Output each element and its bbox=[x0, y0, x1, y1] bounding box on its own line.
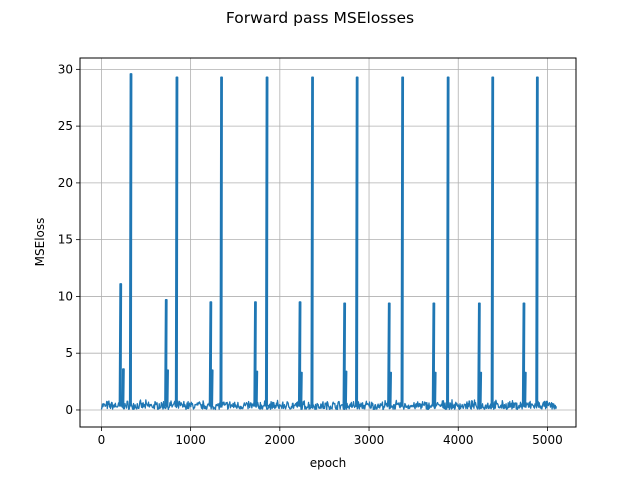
x-axis-ticks: 0 1000 2000 3000 4000 5000 bbox=[98, 427, 563, 447]
loss-spike bbox=[535, 76, 539, 407]
x-tick-label: 0 bbox=[98, 433, 106, 447]
loss-spike bbox=[388, 371, 393, 407]
y-tick-label: 20 bbox=[58, 176, 73, 190]
x-tick-label: 3000 bbox=[354, 433, 385, 447]
loss-spike bbox=[431, 302, 436, 407]
loss-spike bbox=[210, 369, 214, 407]
loss-spike bbox=[387, 302, 391, 407]
x-tick-label: 2000 bbox=[265, 433, 296, 447]
loss-spike bbox=[128, 73, 133, 407]
y-tick-label: 25 bbox=[58, 119, 73, 133]
loss-spike bbox=[400, 76, 405, 407]
loss-spike bbox=[355, 76, 359, 407]
loss-spike bbox=[446, 76, 450, 407]
loss-spike bbox=[433, 371, 437, 407]
y-axis-ticks: 0 5 10 15 20 25 30 bbox=[58, 62, 80, 417]
loss-spike bbox=[174, 76, 179, 407]
loss-spike bbox=[343, 370, 348, 407]
loss-spike bbox=[523, 371, 527, 407]
y-tick-label: 0 bbox=[65, 403, 73, 417]
loss-spike bbox=[121, 368, 125, 407]
x-tick-label: 1000 bbox=[175, 433, 206, 447]
loss-spike bbox=[254, 370, 259, 407]
loss-spike bbox=[490, 76, 495, 407]
loss-spike bbox=[310, 76, 314, 407]
y-axis-label: MSEloss bbox=[33, 218, 47, 267]
loss-spike bbox=[118, 283, 123, 407]
loss-spike bbox=[521, 302, 526, 407]
y-tick-label: 10 bbox=[58, 289, 73, 303]
loss-spike bbox=[478, 371, 483, 407]
loss-spike bbox=[477, 302, 481, 407]
axes-frame bbox=[79, 57, 577, 428]
y-tick-label: 5 bbox=[65, 346, 73, 360]
loss-spike bbox=[297, 301, 302, 407]
series-loss bbox=[100, 73, 558, 411]
loss-spike bbox=[219, 76, 223, 407]
loss-spike bbox=[299, 371, 303, 407]
chart-title: Forward pass MSElosses bbox=[226, 9, 414, 27]
x-axis-label: epoch bbox=[310, 456, 347, 470]
x-tick-label: 5000 bbox=[532, 433, 563, 447]
loss-spike bbox=[208, 301, 213, 407]
loss-spike bbox=[342, 302, 347, 407]
loss-spike bbox=[264, 76, 269, 407]
loss-spike bbox=[253, 301, 257, 407]
y-tick-label: 15 bbox=[58, 233, 73, 247]
loss-spike bbox=[164, 299, 168, 407]
loss-spike bbox=[165, 369, 169, 407]
x-tick-label: 4000 bbox=[443, 433, 474, 447]
y-tick-label: 30 bbox=[58, 62, 73, 76]
